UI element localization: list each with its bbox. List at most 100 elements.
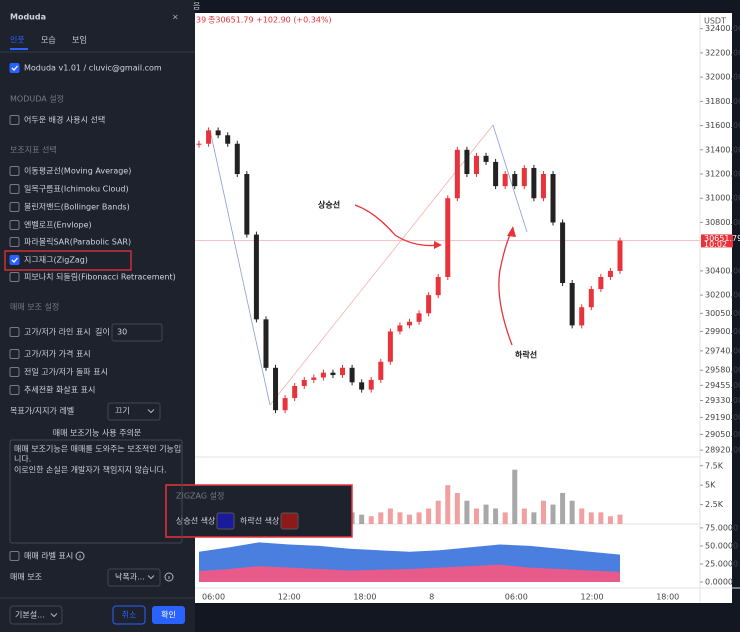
checkbox[interactable] [9,385,20,395]
checkbox-label: 지그재그(ZigZag) [24,256,88,265]
volume-bar [560,492,566,524]
volume-bar [493,508,499,524]
level-select[interactable] [107,402,161,421]
last-price-tag [701,234,733,248]
y-tick-label: 29455.00 [705,381,740,390]
y-tick-label: 32000.00 [705,73,740,82]
volume-bar [435,500,441,524]
y-tick-label: 29580.00 [705,366,740,375]
volume-bar [359,514,365,524]
candle-body [473,155,479,175]
y-tick-label: 50.0000 [705,541,738,550]
assist-select[interactable] [107,568,161,587]
arrow-head [434,241,442,249]
checkbox-label: Moduda v1.01 / cluvic@gmail.com [24,64,162,73]
tab[interactable]: 모습 [41,36,56,45]
up-color-swatch[interactable] [216,512,235,530]
checkbox[interactable] [9,220,20,230]
candle-body [320,372,326,378]
candle-body [550,174,556,223]
notice-title: 매매 보조기능 사용 주의문 [53,428,142,438]
candle-body [234,143,240,175]
preset-select[interactable] [9,605,63,625]
zigzag-line [492,124,528,233]
x-tick-label: 18:00 [353,593,376,602]
checkbox[interactable] [9,115,20,125]
panel-title: Moduda [10,13,46,22]
y-tick-label: 7.5K [705,461,724,470]
y-tick-label: 29900.00 [705,327,740,336]
notice-line: 매매 보조기능은 매매를 도와주는 보조적인 기능입 [14,444,181,454]
y-tick-label: 2.5K [705,500,724,509]
annotation-arrow [354,204,441,247]
y-tick-label: 29330.00 [705,396,740,405]
candle-body [368,379,374,390]
checkbox-label: 이동평균선(Moving Average) [24,166,131,176]
checkbox-label: 전일 고가/저가 돌파 표시 [24,367,108,377]
checkbox-label: 매매 라벨 표시 [24,551,73,561]
checkbox[interactable] [9,551,20,561]
candle-body [540,174,546,199]
candle-body [311,377,317,380]
y-tick-label: 31800.00 [705,97,740,106]
candle-body [531,167,537,199]
checkbox[interactable] [9,255,20,265]
x-tick-label: 18:00 [656,593,679,602]
y-tick-label: 29050.00 [705,430,740,439]
section-title: MODUDA 설정 [10,94,64,104]
checkbox[interactable] [9,202,20,212]
y-tick-label: 75.0000 [705,523,738,532]
cancel-button[interactable] [112,605,146,625]
tab[interactable]: 인풋 [10,35,25,45]
y-tick-label: 30050.00 [705,309,740,318]
quote: 종30651.79 +102.90 (+0.34%) [208,16,332,25]
down-color-label: 하락선 색상 [240,516,280,526]
candle-body [196,143,202,145]
volume-bar [579,508,585,524]
volume-bar [521,508,527,524]
length-label: 길이 [95,327,110,337]
checkbox-label: 볼린저밴드(Bollinger Bands) [24,202,130,212]
volume-bar [540,500,546,524]
checkbox[interactable] [9,237,20,247]
checkbox[interactable] [9,327,20,337]
y-tick-label: 30400.00 [705,266,740,275]
candle-body [301,379,307,386]
close-button[interactable]: × [172,13,179,22]
checkbox[interactable] [9,184,20,194]
candle-body [598,276,604,290]
section-title: 매매 보조 설정 [10,302,59,312]
y-tick-label: 32400.00 [705,24,740,33]
notice-line: 니다. [14,454,31,464]
volume-bar [416,512,422,524]
indicator-area [199,564,620,582]
y-tick-label: 5K [705,481,716,490]
candle-body [416,313,422,322]
y-tick-label: 0.0000 [705,578,733,587]
last-price-label: 30651.79 [704,234,740,243]
tab[interactable]: 보임 [72,36,87,45]
checkbox[interactable] [9,367,20,377]
length-input[interactable] [111,323,163,342]
checkbox[interactable] [9,63,20,73]
candle-body [454,149,460,199]
ok-label: 확인 [161,610,176,620]
annotation-arrow [498,229,513,346]
down-color-swatch[interactable] [280,512,299,530]
currency: USDT [704,17,726,26]
checkbox[interactable] [9,349,20,359]
checkbox[interactable] [9,272,20,282]
header: 음 [193,2,200,11]
checkbox-label: 추세전환 화살표 표시 [24,385,95,395]
checkbox[interactable] [9,166,20,176]
candle-body [569,283,575,326]
quote-prefix: 39 [196,16,206,25]
candle-body [282,398,288,411]
ok-button[interactable] [152,606,185,624]
candle-body [502,174,508,187]
notice-textarea[interactable] [9,439,183,544]
candle-body [617,240,623,271]
x-tick-label: 8 [429,593,434,602]
volume-bar [550,504,556,524]
